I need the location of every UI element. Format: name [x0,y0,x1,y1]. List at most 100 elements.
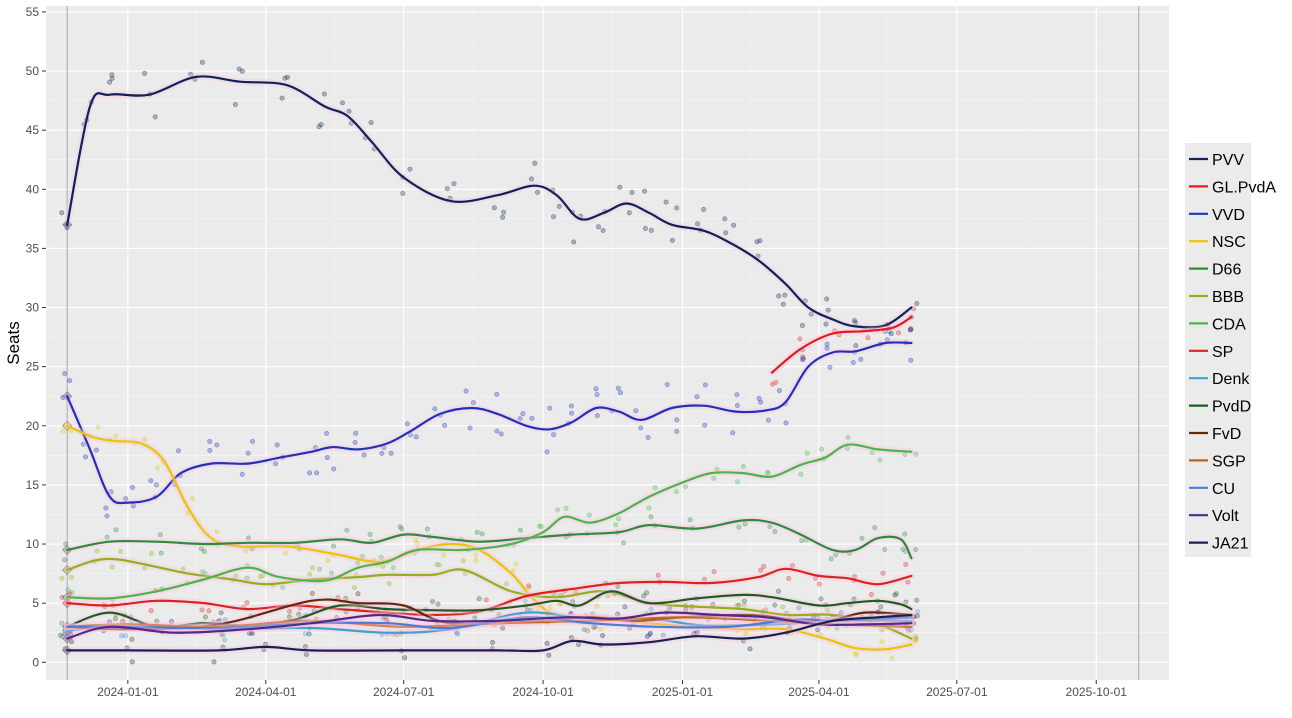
poll-point-d66 [201,548,207,554]
poll-point-vvd [827,364,833,370]
poll-point-pvv [663,199,669,205]
poll-point-cda [536,523,542,529]
x-tick-label: 2024-10-01 [512,685,574,699]
poll-point-vvd [674,417,680,423]
poll-point-volt [249,631,255,637]
poll-point-cda [538,523,544,529]
legend-label-vvd: VVD [1212,207,1245,224]
poll-point-cda [869,449,875,455]
poll-point-cda [69,589,75,595]
poll-point-nsc [113,433,119,439]
poll-point-pvdd [286,614,292,620]
poll-point-nsc [413,537,419,543]
poll-point-ja21 [647,630,653,636]
poll-point-ja21 [544,640,550,646]
poll-point-volt [169,618,175,624]
poll-point-sp [701,576,707,582]
poll-point-vvd [83,454,89,460]
poll-point-pvv [321,91,327,97]
poll-point-bbb [260,572,266,578]
poll-point-pvv [617,184,623,190]
poll-point-pvv [754,239,760,245]
poll-point-cda [845,434,851,440]
poll-point-pvdd [154,618,160,624]
poll-point-vvd [207,447,213,453]
poll-point-sp [905,579,911,585]
poll-point-gl-pvda [908,326,914,332]
poll-point-pvv [723,230,729,236]
trend-line-sp [66,567,913,617]
poll-point-cda [355,560,361,566]
poll-point-vvd [273,461,279,467]
poll-point-pvv [731,222,737,228]
trend-line-cu [66,616,913,630]
poll-point-sp [786,575,792,581]
plot-background [46,6,1169,680]
poll-point-pvv [232,102,238,108]
poll-point-d66 [902,531,908,537]
poll-point-sp [758,567,764,573]
poll-point-d66 [399,526,405,532]
poll-point-d66 [648,514,654,520]
x-tick-label: 2025-04-01 [788,685,850,699]
poll-point-d66 [900,546,906,552]
legend-label-cda: CDA [1212,316,1246,333]
poll-point-pvv [825,307,831,313]
poll-point-volt [622,604,628,610]
poll-point-bbb [69,574,75,580]
poll-point-pvv [701,207,707,213]
poll-point-vvd [324,430,330,436]
poll-point-vvd [407,432,413,438]
poll-point-gl-pvda [865,335,871,341]
poll-point-pvv [674,205,680,211]
poll-point-pvdd [435,601,441,607]
poll-point-pvdd [903,599,909,605]
poll-point-vvd [245,450,251,456]
poll-point-pvdd [851,596,857,602]
legend: PVV GL.PvdA VVD NSC D66 BBB CDA SP Denk PvdD FvD SG… [1185,143,1276,557]
y-tick-label: 10 [26,537,40,551]
poll-point-d66 [799,537,805,543]
poll-point-bbb [824,607,830,613]
poll-point-vvd [361,452,367,458]
poll-point-nsc [214,529,220,535]
poll-point-ja21 [546,652,552,658]
poll-point-d66 [687,517,693,523]
poll-point-pvv [908,327,914,333]
poll-point-pvdd [641,593,647,599]
poll-point-vvd [324,455,330,461]
poll-point-cda [765,470,771,476]
poll-point-pvv [851,318,857,324]
poll-point-pvv [534,189,540,195]
poll-point-vvd [104,513,110,519]
poll-point-pvdd [878,604,884,610]
poll-point-nsc [526,585,532,591]
poll-point-cu [59,620,65,626]
poll-point-pvv [641,188,647,194]
poll-point-cda [798,471,804,477]
poll-point-sp [903,561,909,567]
poll-point-cda [328,570,334,576]
poll-point-cu [119,633,125,639]
poll-point-ja21 [644,633,650,639]
trend-line-bbb [66,557,913,640]
legend-label-sgp: SGP [1212,453,1246,470]
poll-point-vvd [615,385,621,391]
poll-point-fvd [591,624,597,630]
poll-point-cda [280,584,286,590]
poll-point-fvd [914,613,920,619]
poll-point-ja21 [694,629,700,635]
poll-point-vvd [593,386,599,392]
poll-point-bbb [309,565,315,571]
poll-point-pvdd [644,590,650,596]
poll-point-cda [613,522,619,528]
y-tick-label: 25 [26,360,40,374]
poll-point-cda [711,475,717,481]
poll-point-vvd [498,431,504,437]
poll-point-cda [652,485,658,491]
poll-point-d66 [157,532,163,538]
poll-point-d66 [742,521,748,527]
poll-point-vvd [517,416,523,422]
poll-point-d66 [424,526,430,532]
poll-point-d66 [344,527,350,533]
